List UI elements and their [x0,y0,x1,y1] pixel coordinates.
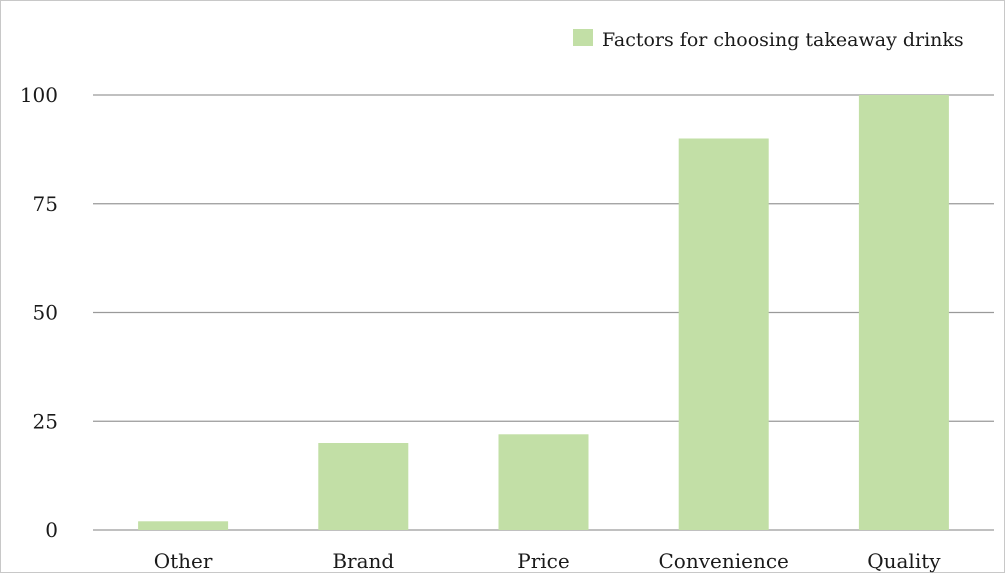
y-tick-label: 50 [33,301,58,325]
bar-brand [318,443,409,530]
bar-convenience [678,138,769,530]
x-tick-label: Price [517,549,569,573]
legend: Factors for choosing takeaway drinks [573,29,964,51]
bar-quality [858,95,949,530]
y-tick-label: 100 [20,83,58,107]
x-axis-ticks: Other Brand Price Convenience Quality [154,549,942,573]
y-axis-ticks: 0 25 50 75 100 [20,83,58,542]
y-tick-label: 75 [33,192,58,216]
bar-price [498,434,589,530]
x-tick-label: Other [154,549,213,573]
gridlines [93,94,994,531]
legend-swatch [573,29,593,46]
x-tick-label: Quality [867,549,941,573]
legend-label: Factors for choosing takeaway drinks [602,29,964,51]
y-tick-label: 0 [45,518,58,542]
y-tick-label: 25 [33,409,58,433]
x-tick-label: Brand [332,549,394,573]
x-tick-label: Convenience [659,549,789,573]
bar-other [138,521,229,530]
bars [138,95,949,530]
